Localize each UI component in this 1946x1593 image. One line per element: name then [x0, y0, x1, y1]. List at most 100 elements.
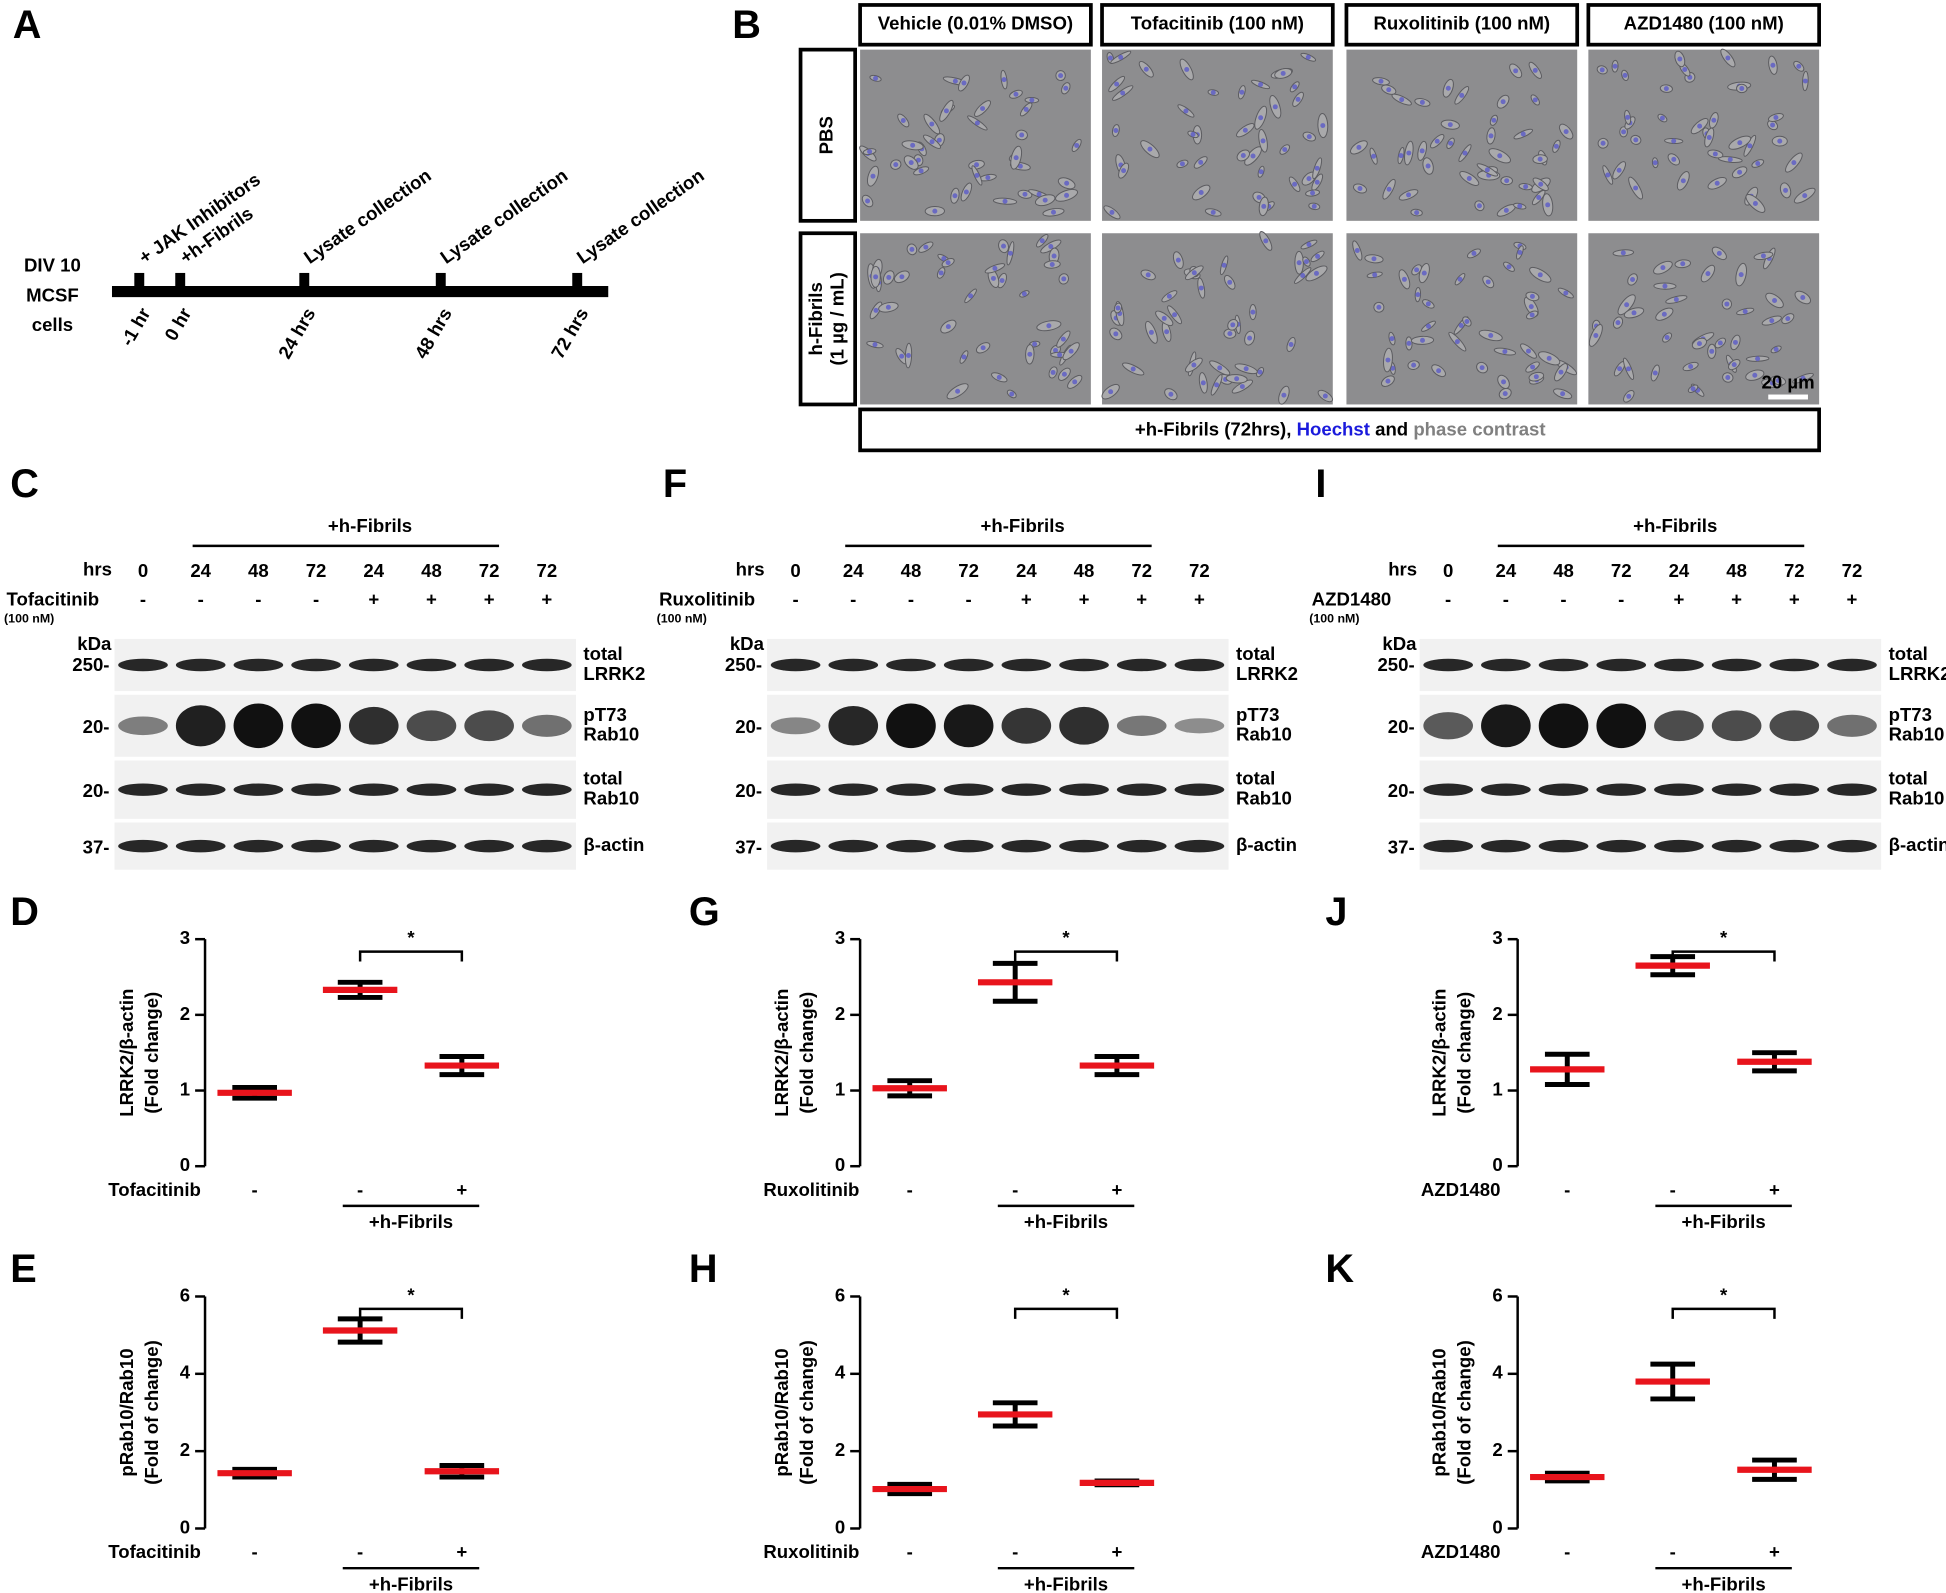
kda-marker: 20- — [1388, 716, 1415, 737]
nucleus — [1625, 114, 1631, 120]
nucleus — [1398, 153, 1404, 159]
band — [406, 658, 457, 672]
nucleus — [1783, 187, 1789, 193]
nucleus — [1306, 242, 1312, 247]
nucleus — [1688, 364, 1694, 370]
nucleus — [1386, 87, 1392, 93]
band — [118, 839, 168, 853]
nucleus — [1414, 267, 1420, 273]
row-label: PBS — [816, 116, 837, 154]
band — [348, 839, 399, 853]
y-tick-label: 3 — [835, 927, 845, 948]
nucleus — [1007, 250, 1013, 256]
nucleus — [1175, 257, 1181, 263]
nucleus — [1021, 291, 1027, 297]
band — [406, 839, 457, 853]
panel-letter: H — [689, 1247, 718, 1291]
nucleus — [1109, 209, 1115, 215]
band — [522, 714, 572, 737]
timeline-tick — [572, 272, 583, 288]
significance-bracket — [358, 1307, 464, 1319]
time-label: 72 — [1189, 560, 1210, 581]
kda-marker: 250- — [1377, 654, 1414, 675]
nucleus — [1488, 133, 1494, 139]
y-tick-label: 4 — [835, 1362, 846, 1383]
cell-label: cells — [32, 314, 73, 335]
significance-label: * — [407, 1284, 415, 1305]
nucleus — [1445, 85, 1451, 91]
kda-marker: 20- — [735, 780, 762, 801]
nucleus — [1411, 362, 1417, 368]
nucleus — [865, 198, 871, 204]
band — [1711, 710, 1762, 742]
timeline-tick — [299, 272, 310, 288]
sign-label: - — [313, 588, 319, 609]
nucleus — [1506, 264, 1512, 270]
nucleus — [1051, 209, 1056, 215]
nucleus — [1314, 165, 1320, 171]
y-tick-label: 1 — [180, 1078, 190, 1099]
nucleus — [1484, 167, 1490, 173]
nucleus — [1697, 123, 1703, 129]
x-tick-label: + — [1111, 1541, 1122, 1562]
x-tick-label: + — [456, 1541, 467, 1562]
nucleus — [1696, 341, 1702, 347]
band — [828, 783, 879, 796]
nucleus — [1198, 190, 1204, 195]
nucleus — [1064, 180, 1070, 186]
band — [1538, 703, 1589, 749]
x-tick-label: - — [1670, 1541, 1676, 1562]
x-tick-label: + — [1769, 1179, 1780, 1200]
sign-label: - — [255, 588, 261, 609]
significance-bracket — [1013, 950, 1119, 962]
time-label: 48 — [901, 560, 922, 581]
band — [1827, 783, 1877, 796]
treatment-label: Tofacitinib — [108, 1179, 201, 1200]
nucleus — [1234, 376, 1240, 382]
nucleus — [1615, 320, 1621, 326]
nucleus — [1320, 123, 1326, 129]
nucleus — [1630, 276, 1636, 282]
nucleus — [1191, 362, 1197, 368]
y-tick-label: 6 — [1492, 1284, 1502, 1305]
nucleus — [1019, 132, 1025, 138]
nucleus — [1415, 292, 1421, 298]
nucleus — [1032, 341, 1038, 347]
nucleus — [1210, 209, 1216, 215]
band — [1769, 839, 1820, 853]
group-label: +h-Fibrils — [1024, 1211, 1108, 1232]
nucleus — [918, 168, 924, 174]
row-label-box — [798, 231, 857, 407]
nucleus — [1200, 380, 1206, 386]
nucleus — [1420, 337, 1425, 343]
panel-letter: A — [13, 3, 42, 47]
blot-label: Rab10 — [583, 724, 639, 745]
nucleus — [1796, 63, 1802, 69]
time-label: 24 — [190, 560, 211, 581]
nucleus — [996, 374, 1002, 380]
time-label: 72 hrs — [547, 304, 593, 362]
nucleus — [1166, 293, 1172, 299]
nucleus — [1198, 285, 1204, 291]
nucleus — [1281, 392, 1287, 398]
nucleus — [990, 275, 996, 281]
significance-label: * — [1720, 927, 1728, 948]
drug-label: AZD1480 — [1312, 588, 1392, 609]
y-tick-label: 0 — [180, 1154, 190, 1175]
nucleus — [1376, 304, 1382, 310]
time-label: 0 hr — [160, 304, 195, 344]
nucleus — [1760, 253, 1766, 259]
band — [1769, 783, 1820, 796]
band — [291, 783, 341, 796]
nucleus — [974, 162, 980, 168]
y-axis-label: (Fold of change) — [1453, 1340, 1474, 1485]
blot-label: pT73 — [1236, 704, 1279, 725]
time-label: 24 — [1016, 560, 1037, 581]
nucleus — [899, 274, 905, 280]
nucleus — [1072, 379, 1078, 385]
nucleus — [1725, 55, 1731, 61]
nucleus — [1800, 295, 1806, 300]
band — [1481, 704, 1531, 748]
nucleus — [1210, 90, 1216, 95]
nucleus — [1001, 77, 1007, 83]
